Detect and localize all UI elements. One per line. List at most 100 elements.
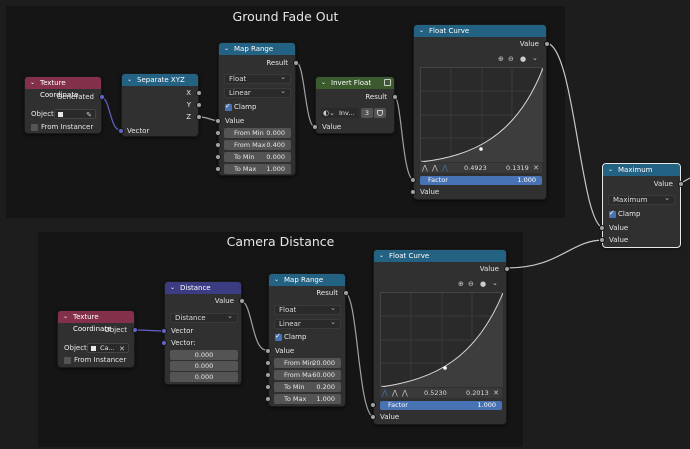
- from-max-field[interactable]: From Ma 60.000: [274, 370, 341, 380]
- vector-y-field[interactable]: 0.000: [170, 361, 238, 371]
- object-field[interactable]: ✎: [54, 109, 96, 119]
- input-socket-from-min[interactable]: [265, 360, 271, 366]
- interpolation-dropdown[interactable]: Linear: [274, 318, 341, 329]
- point-y-field[interactable]: 0.2013: [466, 389, 489, 397]
- input-socket-to-max[interactable]: [265, 396, 271, 402]
- delete-point-icon[interactable]: ✕: [493, 389, 499, 397]
- collapse-chevron-icon[interactable]: ⌄: [63, 313, 69, 320]
- output-socket-y[interactable]: [196, 102, 202, 108]
- output-socket-value[interactable]: [544, 41, 550, 47]
- point-y-field[interactable]: 0.1319: [506, 164, 529, 172]
- output-socket-result[interactable]: [293, 60, 299, 66]
- fake-user-shield-icon[interactable]: [374, 108, 386, 118]
- map-range-node[interactable]: ⌄ Map Range Result Float Linear Clamp Val…: [265, 273, 349, 407]
- output-socket-value[interactable]: [504, 266, 510, 272]
- auto-handle-icon[interactable]: ⋀: [432, 164, 438, 172]
- separate-xyz-node[interactable]: ⌄ Separate XYZ X Y Z Vector: [118, 73, 202, 137]
- curve-options-chevron-icon[interactable]: ⌄: [492, 279, 498, 287]
- clamp-checkbox[interactable]: [275, 332, 282, 341]
- output-socket-result[interactable]: [343, 290, 349, 296]
- delete-point-icon[interactable]: ✕: [533, 164, 539, 172]
- interpolation-dropdown[interactable]: Linear: [224, 87, 291, 98]
- input-socket-value[interactable]: [215, 118, 221, 124]
- output-socket-x[interactable]: [196, 90, 202, 96]
- output-socket-result[interactable]: [392, 94, 398, 100]
- input-socket-value-2[interactable]: [599, 237, 605, 243]
- operation-dropdown[interactable]: Distance: [170, 312, 238, 323]
- curve-graph[interactable]: [420, 67, 543, 162]
- collapse-chevron-icon[interactable]: ⌄: [30, 79, 36, 86]
- input-socket-value[interactable]: [370, 414, 376, 420]
- vector-handle-icon[interactable]: ⋀: [402, 389, 408, 397]
- node-header[interactable]: ⌄ Float Curve: [374, 250, 506, 262]
- float-curve-node[interactable]: ⌄ Float Curve Value ⊕ ⊖ ● ⌄ ⋀ ⋀ ⋀ 0.5230 …: [370, 249, 510, 425]
- input-socket-from-min[interactable]: [215, 130, 221, 136]
- zoom-out-icon[interactable]: ⊖: [508, 55, 514, 63]
- input-socket-value[interactable]: [265, 348, 271, 354]
- texture-coordinate-node[interactable]: ⌄ Texture Coordinate Object Object: Ca...…: [57, 310, 138, 368]
- collapse-chevron-icon[interactable]: ⌄: [170, 284, 176, 291]
- input-socket-factor[interactable]: [370, 402, 376, 408]
- input-socket-value[interactable]: [312, 124, 318, 130]
- clamp-checkbox[interactable]: [225, 102, 232, 111]
- clear-object-icon[interactable]: ✕: [119, 345, 125, 353]
- input-socket-to-max[interactable]: [215, 166, 221, 172]
- collapse-chevron-icon[interactable]: ⌄: [321, 79, 327, 86]
- factor-field[interactable]: Factor 1.000: [380, 401, 502, 410]
- node-header[interactable]: ⌄ Separate XYZ: [122, 74, 198, 86]
- collapse-chevron-icon[interactable]: ⌄: [379, 252, 385, 259]
- node-header[interactable]: ⌄ Texture Coordinate: [25, 77, 101, 99]
- node-header[interactable]: ⌄ Map Range: [269, 274, 345, 286]
- node-header[interactable]: ⌄ Map Range: [219, 43, 295, 55]
- collapse-chevron-icon[interactable]: ⌄: [608, 166, 614, 173]
- curve-graph[interactable]: [380, 292, 503, 387]
- to-min-field[interactable]: To Min 0.000: [224, 152, 291, 162]
- point-x-field[interactable]: 0.4923: [464, 164, 487, 172]
- vector-handle-icon[interactable]: ⋀: [422, 164, 428, 172]
- input-socket-value-1[interactable]: [599, 225, 605, 231]
- map-range-node[interactable]: ⌄ Map Range Result Float Linear Clamp Val…: [215, 42, 299, 176]
- eyedropper-icon[interactable]: ✎: [86, 111, 92, 119]
- vector-distance-node[interactable]: ⌄Distance Value Distance Vector Vector: …: [161, 281, 245, 385]
- texture-coordinate-node[interactable]: ⌄ Texture Coordinate Generated Object: ✎ …: [24, 76, 105, 134]
- input-socket-vector-2[interactable]: [161, 340, 167, 346]
- auto-handle-icon[interactable]: ⋀: [392, 389, 398, 397]
- from-min-field[interactable]: From Min 20.000: [274, 358, 341, 368]
- node-header[interactable]: ⌄ Invert Float: [316, 77, 394, 89]
- curve-options-chevron-icon[interactable]: ⌄: [532, 54, 538, 62]
- zoom-in-icon[interactable]: ⊕: [458, 280, 464, 288]
- output-socket-value[interactable]: [239, 298, 245, 304]
- from-max-field[interactable]: From Max 0.400: [224, 140, 291, 150]
- collapse-chevron-icon[interactable]: ⌄: [419, 27, 425, 34]
- collapse-chevron-icon[interactable]: ⌄: [127, 76, 133, 83]
- node-header[interactable]: ⌄ Float Curve: [414, 25, 546, 37]
- node-header[interactable]: ⌄ Texture Coordinate: [58, 311, 134, 333]
- from-min-field[interactable]: From Min 0.000: [224, 128, 291, 138]
- output-socket-z[interactable]: [196, 114, 202, 120]
- input-socket-to-min[interactable]: [265, 384, 271, 390]
- vector-x-field[interactable]: 0.000: [170, 350, 238, 360]
- data-type-dropdown[interactable]: Float: [274, 304, 341, 315]
- output-socket-generated[interactable]: [99, 94, 105, 100]
- factor-field[interactable]: Factor 1.000: [420, 176, 542, 185]
- output-socket-object[interactable]: [132, 327, 138, 333]
- auto-clamped-handle-icon[interactable]: ⋀: [442, 164, 448, 172]
- from-instancer-checkbox[interactable]: [31, 124, 38, 131]
- maximum-math-node[interactable]: ⌄ Maximum Value Maximum Clamp Value Value: [599, 163, 684, 248]
- node-group-users[interactable]: 3: [361, 108, 373, 118]
- input-socket-value[interactable]: [410, 189, 416, 195]
- zoom-out-icon[interactable]: ⊖: [468, 280, 474, 288]
- to-max-field[interactable]: To Max 1.000: [224, 164, 291, 174]
- input-socket-to-min[interactable]: [215, 154, 221, 160]
- vector-z-field[interactable]: 0.000: [170, 372, 238, 382]
- collapse-chevron-icon[interactable]: ⌄: [224, 45, 230, 52]
- output-socket-value[interactable]: [678, 181, 684, 187]
- to-max-field[interactable]: To Max 1.000: [274, 394, 341, 404]
- float-curve-node[interactable]: ⌄ Float Curve Value ⊕ ⊖ ● ⌄ ⋀ ⋀ ⋀ 0.4923 …: [410, 24, 550, 200]
- handle-type-icon[interactable]: ●: [480, 280, 487, 288]
- node-group-selector[interactable]: ◐⌄ Inv...: [321, 108, 359, 118]
- zoom-in-icon[interactable]: ⊕: [498, 55, 504, 63]
- from-instancer-checkbox[interactable]: [64, 357, 71, 364]
- node-header[interactable]: ⌄ Maximum: [603, 164, 680, 176]
